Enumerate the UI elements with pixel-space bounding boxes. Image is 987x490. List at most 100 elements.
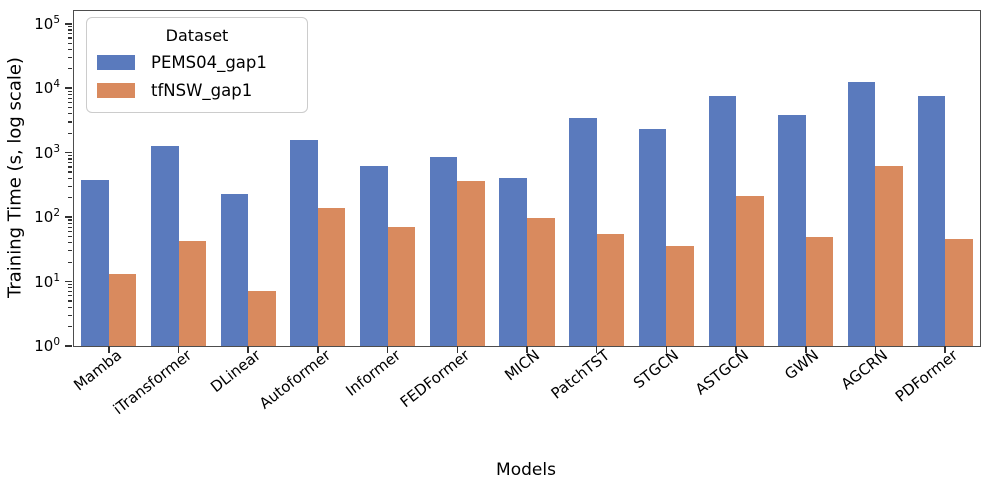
y-tick-label: 103 (34, 142, 60, 162)
y-tick-label: 100 (34, 336, 60, 355)
bar-PEMS04_gap1-MICN (499, 178, 527, 346)
bar-PEMS04_gap1-FEDFormer (429, 156, 458, 346)
bar-PEMS04_gap1-STGCN (638, 129, 667, 346)
y-minor-tick (68, 68, 73, 70)
y-minor-tick (68, 222, 73, 224)
y-minor-tick (68, 283, 73, 286)
x-major-tick (317, 346, 319, 353)
y-minor-tick (68, 162, 73, 164)
y-minor-tick (68, 219, 73, 221)
bar-tfNSW_gap1-MICN (527, 217, 555, 346)
y-minor-tick (68, 26, 73, 28)
legend-entry: PEMS04_gap1 (97, 48, 297, 76)
y-minor-tick (68, 121, 73, 123)
legend-entry: tfNSW_gap1 (97, 76, 297, 104)
y-minor-tick (68, 171, 73, 173)
bar-PEMS04_gap1-Autoformer (290, 140, 318, 346)
y-minor-tick (68, 29, 73, 31)
bar-tfNSW_gap1-Mamba (108, 274, 137, 346)
y-minor-tick (68, 90, 73, 92)
y-tick-label: 102 (34, 207, 60, 227)
bar-PEMS04_gap1-Informer (360, 166, 388, 346)
y-minor-tick (68, 185, 73, 187)
y-minor-tick (68, 166, 73, 168)
bar-tfNSW_gap1-PDFormer (945, 238, 973, 346)
legend-swatch-tfNSW_gap1 (97, 82, 135, 98)
legend-label: tfNSW_gap1 (151, 80, 253, 100)
y-tick-label: 104 (34, 78, 60, 98)
x-major-tick (456, 346, 459, 353)
y-minor-tick (68, 197, 73, 199)
y-tick-label: 101 (34, 271, 60, 291)
y-minor-tick (68, 42, 73, 44)
x-axis-label: Models (496, 460, 556, 480)
bar-PEMS04_gap1-iTransformer (151, 146, 179, 346)
y-minor-tick (68, 250, 73, 252)
legend-title: Dataset (165, 26, 229, 45)
y-minor-tick (68, 177, 73, 179)
y-minor-tick (68, 155, 73, 157)
y-minor-tick (68, 113, 73, 115)
y-minor-tick (68, 107, 73, 109)
y-major-tick (65, 345, 73, 347)
bar-tfNSW_gap1-STGCN (666, 245, 694, 346)
y-minor-tick (68, 56, 73, 59)
y-axis-label: Training Time (s, log scale) (4, 57, 26, 298)
bar-PEMS04_gap1-ASTGCN (708, 96, 737, 346)
bar-tfNSW_gap1-DLinear (248, 290, 276, 346)
x-major-tick (595, 346, 598, 353)
x-major-tick (177, 346, 180, 353)
x-major-tick (247, 346, 250, 353)
y-minor-tick (68, 101, 73, 104)
y-major-tick (65, 280, 73, 283)
legend-swatch-PEMS04_gap1 (97, 54, 135, 70)
y-tick-label: 105 (34, 13, 60, 33)
y-minor-tick (68, 287, 73, 289)
y-minor-tick (68, 235, 73, 238)
y-major-tick (65, 216, 73, 218)
y-minor-tick (68, 306, 73, 308)
bar-tfNSW_gap1-PatchTST (596, 234, 625, 346)
x-major-tick (386, 346, 389, 353)
y-minor-tick (68, 226, 73, 228)
y-minor-tick (68, 37, 73, 39)
y-minor-tick (68, 242, 73, 244)
legend-entries: PEMS04_gap1 tfNSW_gap1 (97, 48, 297, 104)
bar-PEMS04_gap1-Mamba (81, 180, 109, 346)
bar-PEMS04_gap1-GWN (778, 114, 806, 346)
y-minor-tick (68, 295, 73, 297)
x-major-tick (665, 346, 668, 353)
x-major-tick (804, 346, 807, 353)
bar-tfNSW_gap1-Informer (387, 226, 416, 346)
bar-PEMS04_gap1-PDFormer (917, 95, 946, 346)
legend: Dataset PEMS04_gap1 tfNSW_gap1 (86, 17, 308, 113)
y-minor-tick (68, 300, 73, 302)
x-major-tick (108, 346, 110, 353)
bar-tfNSW_gap1-FEDFormer (457, 180, 485, 346)
bar-PEMS04_gap1-AGCRN (847, 82, 876, 346)
bar-tfNSW_gap1-ASTGCN (736, 195, 764, 346)
bar-tfNSW_gap1-AGCRN (875, 165, 903, 346)
x-major-tick (874, 346, 877, 353)
bar-tfNSW_gap1-iTransformer (178, 240, 207, 346)
y-minor-tick (68, 326, 73, 328)
y-minor-tick (68, 290, 73, 293)
y-minor-tick (68, 48, 73, 51)
y-minor-tick (68, 132, 73, 134)
bar-tfNSW_gap1-Autoformer (317, 207, 346, 346)
legend-label: PEMS04_gap1 (151, 52, 267, 72)
bar-tfNSW_gap1-GWN (805, 237, 834, 346)
y-major-tick (65, 87, 73, 90)
x-major-tick (526, 346, 528, 353)
x-major-tick (735, 346, 737, 353)
y-minor-tick (68, 261, 73, 263)
y-minor-tick (68, 314, 73, 316)
y-major-tick (65, 151, 73, 154)
bar-PEMS04_gap1-DLinear (220, 193, 249, 346)
y-minor-tick (68, 230, 73, 232)
y-minor-tick (68, 158, 73, 160)
y-major-tick (65, 23, 73, 25)
y-minor-tick (68, 93, 73, 96)
